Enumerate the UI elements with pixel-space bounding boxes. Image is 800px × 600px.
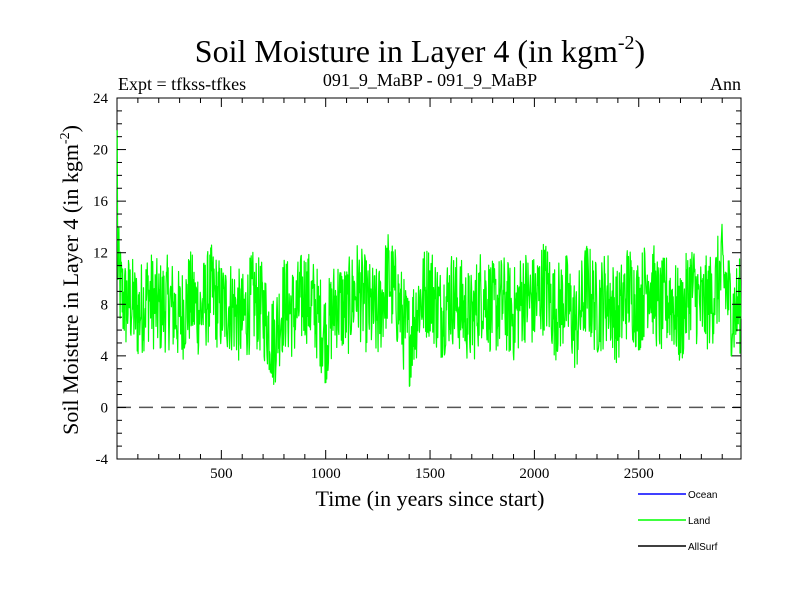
y-tick-label: 4 (101, 349, 109, 365)
x-tick-label: 2500 (624, 466, 654, 482)
chart-title: Soil Moisture in Layer 4 (in kgm-2) (195, 32, 645, 69)
legend-label-allsurf: AllSurf (688, 542, 718, 553)
chart-subtitle-right: Ann (710, 74, 741, 94)
x-tick-label: 2000 (519, 466, 549, 482)
land-series-layer (116, 130, 742, 387)
legend: Ocean Land AllSurf (638, 490, 718, 553)
chart-subtitle-center: 091_9_MaBP - 091_9_MaBP (323, 70, 537, 90)
y-axis-label-superscript: -2 (58, 132, 73, 144)
y-tick-label: 24 (93, 91, 109, 107)
y-axis-ticks: -4 0 4 8 12 16 20 24 (93, 91, 741, 468)
y-tick-label: 20 (93, 143, 108, 159)
land-series-line (116, 130, 742, 387)
chart-subtitle-left: Expt = tfkss-tfkes (118, 74, 246, 94)
legend-label-land: Land (688, 516, 710, 527)
x-axis-ticks: 500 1000 1500 2000 2500 (137, 98, 723, 482)
x-tick-label: 1000 (311, 466, 341, 482)
y-tick-label: 0 (101, 400, 109, 416)
y-tick-label: -4 (96, 452, 109, 468)
x-tick-label: 500 (210, 466, 233, 482)
y-axis-label: Soil Moisture in Layer 4 (in kgm-2) (58, 125, 83, 435)
x-tick-label: 1500 (415, 466, 445, 482)
x-axis-label: Time (in years since start) (316, 486, 545, 511)
legend-label-ocean: Ocean (688, 490, 717, 501)
plot-area: 500 1000 1500 2000 2500 -4 0 4 8 12 16 20 24 (93, 91, 742, 482)
y-tick-label: 16 (93, 194, 109, 210)
y-tick-label: 8 (101, 297, 109, 313)
y-tick-label: 12 (93, 246, 108, 262)
chart-title-superscript: -2 (618, 32, 635, 54)
